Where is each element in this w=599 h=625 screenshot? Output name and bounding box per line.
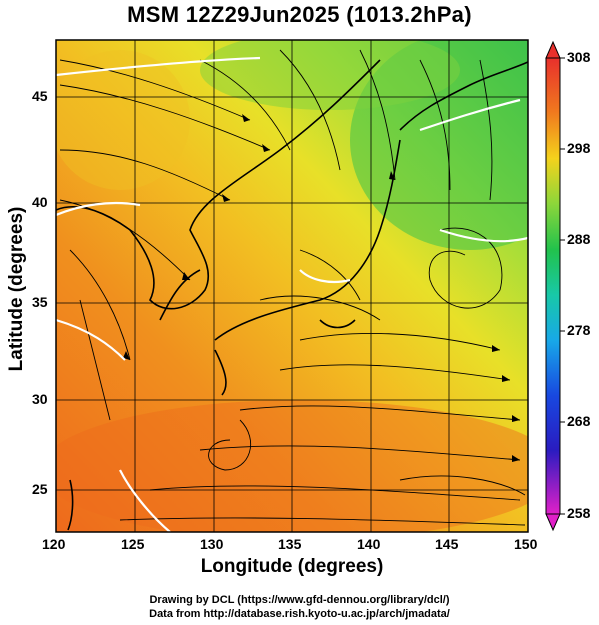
y-tick-label: 35 bbox=[32, 294, 48, 310]
chart-title: MSM 12Z29Jun2025 (1013.2hPa) bbox=[127, 2, 472, 27]
x-tick-label: 145 bbox=[435, 536, 459, 552]
colorbar-tick-label: 288 bbox=[567, 231, 591, 247]
credit-data-source: Data from http://database.rish.kyoto-u.a… bbox=[149, 608, 450, 620]
colorbar-tick-label: 298 bbox=[567, 140, 591, 156]
x-tick-label: 135 bbox=[278, 536, 302, 552]
grid-lines bbox=[56, 40, 528, 532]
x-tick-label: 125 bbox=[121, 536, 145, 552]
plot-frame bbox=[55, 39, 529, 533]
y-tick-label: 30 bbox=[32, 391, 48, 407]
colorbar-tick-label: 258 bbox=[567, 505, 591, 521]
colorbar-tick-label: 268 bbox=[567, 413, 591, 429]
credit-drawing: Drawing by DCL (https://www.gfd-dennou.o… bbox=[149, 594, 450, 606]
temperature-shading bbox=[56, 40, 528, 532]
x-tick-label: 120 bbox=[42, 536, 66, 552]
colorbar-tick-label: 278 bbox=[567, 322, 591, 338]
isotherm-contours bbox=[56, 56, 528, 532]
wind-streamlines bbox=[59, 49, 526, 526]
x-tick-label: 130 bbox=[200, 536, 224, 552]
x-axis-label: Longitude (degrees) bbox=[200, 556, 384, 577]
colorbar bbox=[545, 40, 565, 532]
colorbar-tick-label: 308 bbox=[567, 49, 591, 65]
y-axis-label: Latitude (degrees) bbox=[6, 206, 27, 372]
x-tick-label: 140 bbox=[357, 536, 381, 552]
y-tick-label: 40 bbox=[32, 194, 48, 210]
x-tick-label: 150 bbox=[514, 536, 538, 552]
y-tick-label: 25 bbox=[32, 481, 48, 497]
y-tick-label: 45 bbox=[32, 88, 48, 104]
coastlines bbox=[56, 59, 528, 531]
